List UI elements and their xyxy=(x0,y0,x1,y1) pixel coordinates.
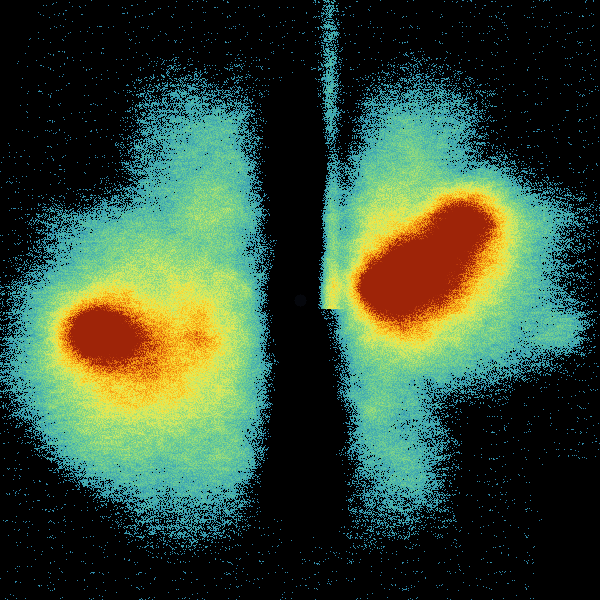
false-color-intensity-heatmap xyxy=(0,0,600,600)
intensity-map-viewport xyxy=(0,0,600,600)
